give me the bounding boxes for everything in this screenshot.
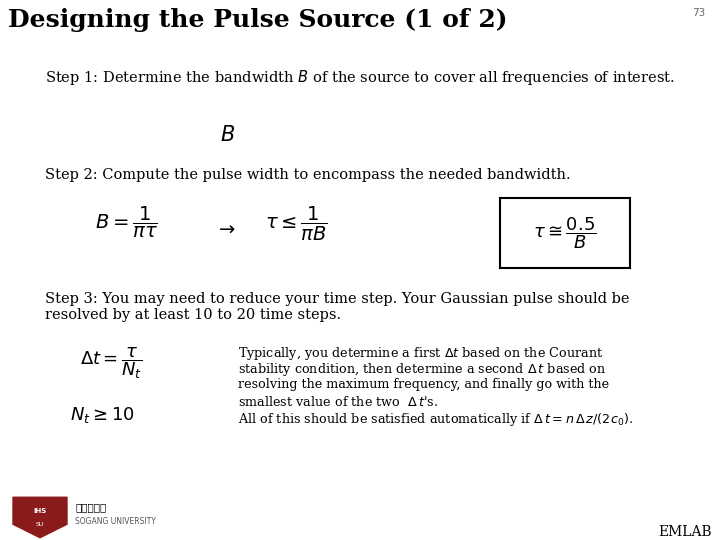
Text: Designing the Pulse Source (1 of 2): Designing the Pulse Source (1 of 2) bbox=[8, 8, 508, 32]
Text: $B$: $B$ bbox=[220, 125, 235, 145]
Text: $\tau \leq \dfrac{1}{\pi B}$: $\tau \leq \dfrac{1}{\pi B}$ bbox=[265, 205, 328, 243]
Polygon shape bbox=[13, 497, 67, 538]
Text: 서강대학교: 서강대학교 bbox=[75, 503, 107, 512]
Text: Step 1: Determine the bandwidth $B$ of the source to cover all frequencies of in: Step 1: Determine the bandwidth $B$ of t… bbox=[45, 68, 675, 87]
Text: Step 3: You may need to reduce your time step. Your Gaussian pulse should be: Step 3: You may need to reduce your time… bbox=[45, 292, 629, 306]
Text: All of this should be satisfied automatically if $\Delta\,t = n\,\Delta\,z/(2c_0: All of this should be satisfied automati… bbox=[238, 411, 633, 428]
Text: $N_t \geq 10$: $N_t \geq 10$ bbox=[70, 405, 135, 425]
Text: Typically, you determine a first $\Delta t$ based on the Courant: Typically, you determine a first $\Delta… bbox=[238, 345, 603, 362]
Text: resolved by at least 10 to 20 time steps.: resolved by at least 10 to 20 time steps… bbox=[45, 308, 341, 322]
Text: $\tau \cong \dfrac{0.5}{B}$: $\tau \cong \dfrac{0.5}{B}$ bbox=[534, 215, 597, 251]
Text: $\Delta t = \dfrac{\tau}{N_t}$: $\Delta t = \dfrac{\tau}{N_t}$ bbox=[80, 345, 143, 381]
Text: IHS: IHS bbox=[33, 508, 47, 514]
Text: Step 2: Compute the pulse width to encompass the needed bandwidth.: Step 2: Compute the pulse width to encom… bbox=[45, 168, 571, 182]
Text: SU: SU bbox=[36, 522, 44, 526]
Text: 73: 73 bbox=[692, 8, 705, 18]
Text: $B = \dfrac{1}{\pi\tau}$: $B = \dfrac{1}{\pi\tau}$ bbox=[95, 205, 158, 240]
Text: EMLAB: EMLAB bbox=[658, 525, 712, 539]
Text: resolving the maximum frequency, and finally go with the: resolving the maximum frequency, and fin… bbox=[238, 378, 609, 391]
Text: $\rightarrow$: $\rightarrow$ bbox=[215, 220, 236, 238]
Text: smallest value of the two  $\Delta\,t$'s.: smallest value of the two $\Delta\,t$'s. bbox=[238, 395, 438, 408]
Text: stability condition, then determine a second $\Delta\,t$ based on: stability condition, then determine a se… bbox=[238, 361, 606, 379]
Text: SOGANG UNIVERSITY: SOGANG UNIVERSITY bbox=[75, 517, 156, 526]
